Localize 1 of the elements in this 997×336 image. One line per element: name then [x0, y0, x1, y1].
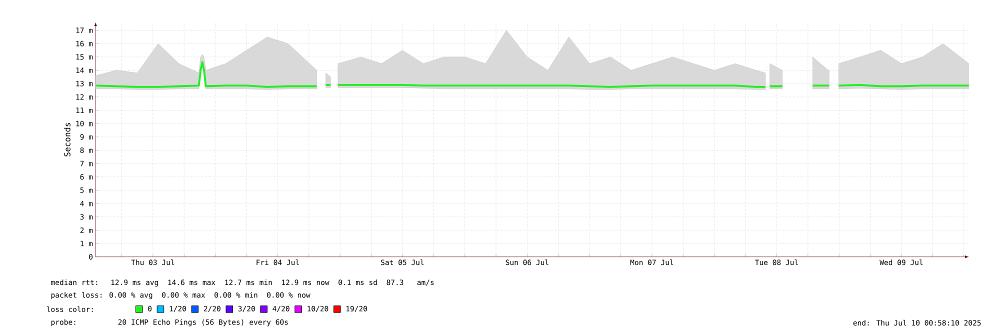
y-axis-title: Seconds: [64, 122, 70, 156]
